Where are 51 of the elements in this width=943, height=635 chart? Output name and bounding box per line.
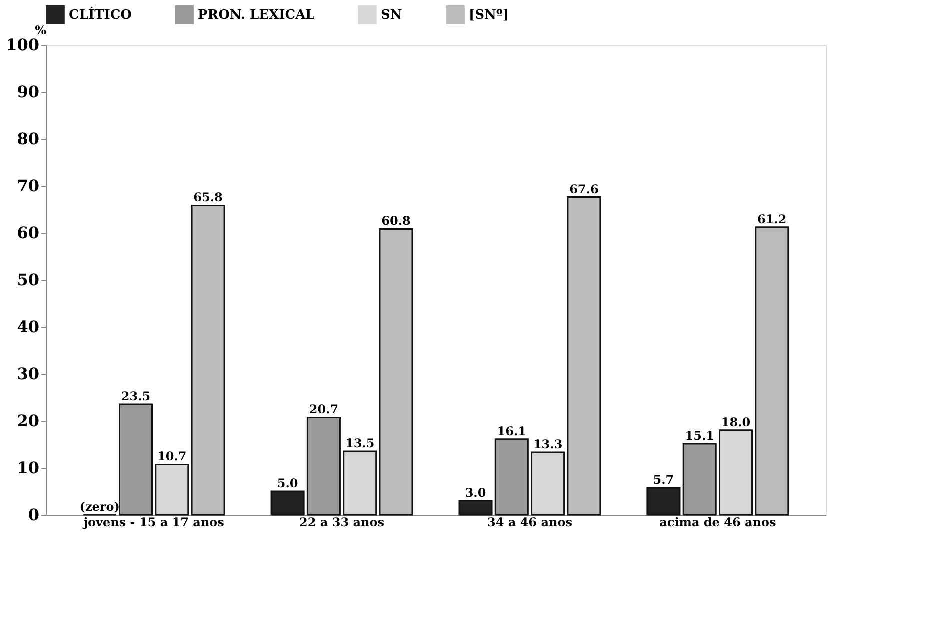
data-label: 13.5 (345, 436, 375, 451)
bar (567, 196, 602, 516)
y-tick-label: 80 (17, 130, 40, 148)
y-tick-label: 90 (17, 82, 40, 102)
y-tick-label: 70 (17, 176, 40, 196)
bar (646, 487, 681, 516)
bar (306, 416, 341, 516)
data-label: 15.1 (685, 429, 714, 444)
legend-label: [SNº] (469, 8, 510, 23)
data-label: 67.6 (570, 182, 599, 196)
data-label: 20.7 (309, 402, 339, 417)
bar (718, 430, 754, 516)
y-tick-label: 40 (17, 318, 40, 336)
x-tick-label: jovens - 15 a 17 anos (82, 516, 225, 530)
y-tick-label: 0 (28, 506, 40, 524)
y-tick-label: 30 (17, 364, 40, 384)
y-tick-label: 50 (17, 270, 40, 290)
data-label: 18.0 (721, 415, 751, 430)
bar (458, 500, 493, 516)
data-label: 5.7 (653, 473, 674, 488)
legend-label: PRON. LEXICAL (198, 8, 315, 23)
data-label: 10.7 (158, 450, 187, 464)
x-tick-label: 22 a 33 anos (300, 516, 385, 530)
legend-label: CLÍTICO (69, 6, 132, 23)
data-label: (zero) (80, 500, 120, 514)
data-label: 5.0 (277, 476, 298, 490)
data-label: 23.5 (121, 390, 151, 404)
data-label: 3.0 (465, 486, 486, 500)
x-tick-label: 34 a 46 anos (487, 516, 573, 530)
y-axis-title: % (35, 24, 48, 38)
bar (270, 490, 305, 516)
data-label: 60.8 (382, 214, 411, 228)
bar (118, 404, 154, 516)
bar (191, 204, 226, 516)
data-label: 16.1 (497, 424, 527, 438)
y-tick-label: 60 (17, 224, 40, 242)
x-tick-label: acima de 46 anos (660, 516, 776, 530)
y-tick-label: 20 (17, 412, 40, 430)
data-label: 61.2 (758, 212, 787, 226)
y-tick-label: 100 (6, 36, 40, 54)
bar (155, 464, 190, 516)
legend-label: SN (381, 8, 402, 23)
y-tick-label: 10 (17, 458, 40, 478)
bar (682, 443, 717, 516)
bar (343, 450, 378, 516)
bar (755, 226, 790, 516)
bar (531, 452, 566, 516)
data-label: 13.3 (533, 437, 563, 452)
bar (494, 438, 529, 516)
data-label: 65.8 (194, 190, 223, 205)
bar (379, 228, 414, 516)
